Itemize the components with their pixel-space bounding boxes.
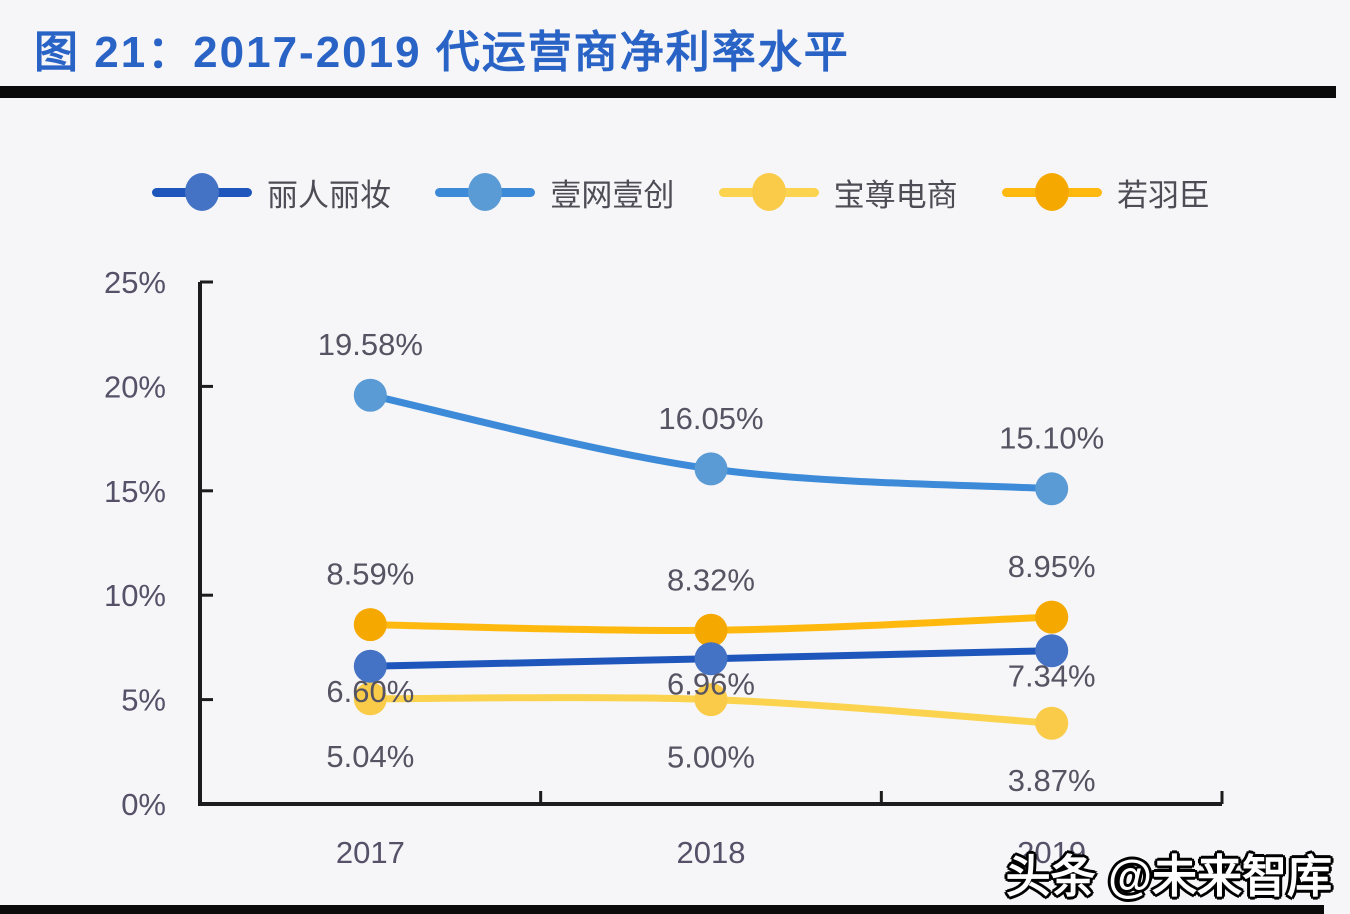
data-point: [694, 683, 728, 717]
x-axis-label: 2018: [677, 835, 746, 870]
data-point: [1035, 472, 1069, 506]
data-point: [694, 452, 728, 486]
legend-line-marker-icon: [152, 172, 252, 212]
legend-label: 若羽臣: [1116, 177, 1210, 213]
legend-dot: [468, 173, 503, 211]
data-point: [1035, 706, 1069, 740]
legend-label: 壹网壹创: [550, 177, 675, 213]
y-axis-tick-label: 25%: [104, 265, 166, 300]
legend-dot: [1034, 173, 1069, 211]
data-label: 8.95%: [1008, 549, 1096, 584]
y-axis-tick-label: 5%: [121, 683, 166, 718]
data-label: 15.10%: [999, 421, 1104, 456]
bottom-bar: [0, 905, 1324, 914]
data-point: [353, 608, 387, 642]
legend-label: 宝尊电商: [833, 177, 958, 213]
title-divider: [0, 86, 1336, 98]
data-label: 8.59%: [326, 557, 414, 592]
data-label: 5.04%: [326, 739, 414, 774]
data-label: 19.58%: [318, 327, 423, 362]
y-axis-tick-label: 10%: [104, 578, 166, 613]
y-axis-tick-label: 20%: [104, 369, 166, 404]
legend-dot: [751, 173, 786, 211]
data-point: [353, 378, 387, 412]
legend-line-marker-icon: [1001, 172, 1102, 212]
legend-label: 丽人丽妆: [267, 177, 391, 213]
data-label: 16.05%: [658, 401, 763, 436]
legend-line-marker-icon: [718, 172, 819, 212]
legend-item-2: 宝尊电商: [718, 170, 958, 215]
data-label: 5.00%: [667, 740, 755, 775]
chart-legend: 丽人丽妆 壹网壹创 宝尊电商 若羽臣: [152, 168, 1210, 216]
data-label: 6.60%: [326, 674, 414, 709]
y-axis-tick-label: 15%: [104, 474, 166, 509]
data-point: [694, 642, 728, 676]
data-point: [1035, 600, 1069, 634]
data-label: 6.96%: [667, 667, 755, 702]
legend-line-marker-icon: [435, 172, 536, 212]
legend-item-0: 丽人丽妆: [152, 170, 391, 215]
figure-title: 图 21：2017-2019 代运营商净利率水平: [34, 28, 850, 77]
watermark: 头条 @未来智库: [1005, 851, 1332, 902]
data-point: [353, 682, 387, 716]
x-axis-label: 2019: [1017, 835, 1086, 870]
x-axis-label: 2017: [336, 835, 405, 870]
data-point: [353, 649, 387, 683]
data-point: [694, 613, 728, 647]
data-label: 7.34%: [1008, 659, 1096, 694]
legend-dot: [185, 173, 219, 211]
data-label: 8.32%: [667, 562, 755, 597]
legend-item-3: 若羽臣: [1001, 170, 1210, 215]
y-axis-tick-label: 0%: [121, 787, 166, 822]
data-label: 3.87%: [1008, 763, 1096, 798]
data-point: [1035, 634, 1069, 668]
legend-item-1: 壹网壹创: [435, 170, 674, 215]
